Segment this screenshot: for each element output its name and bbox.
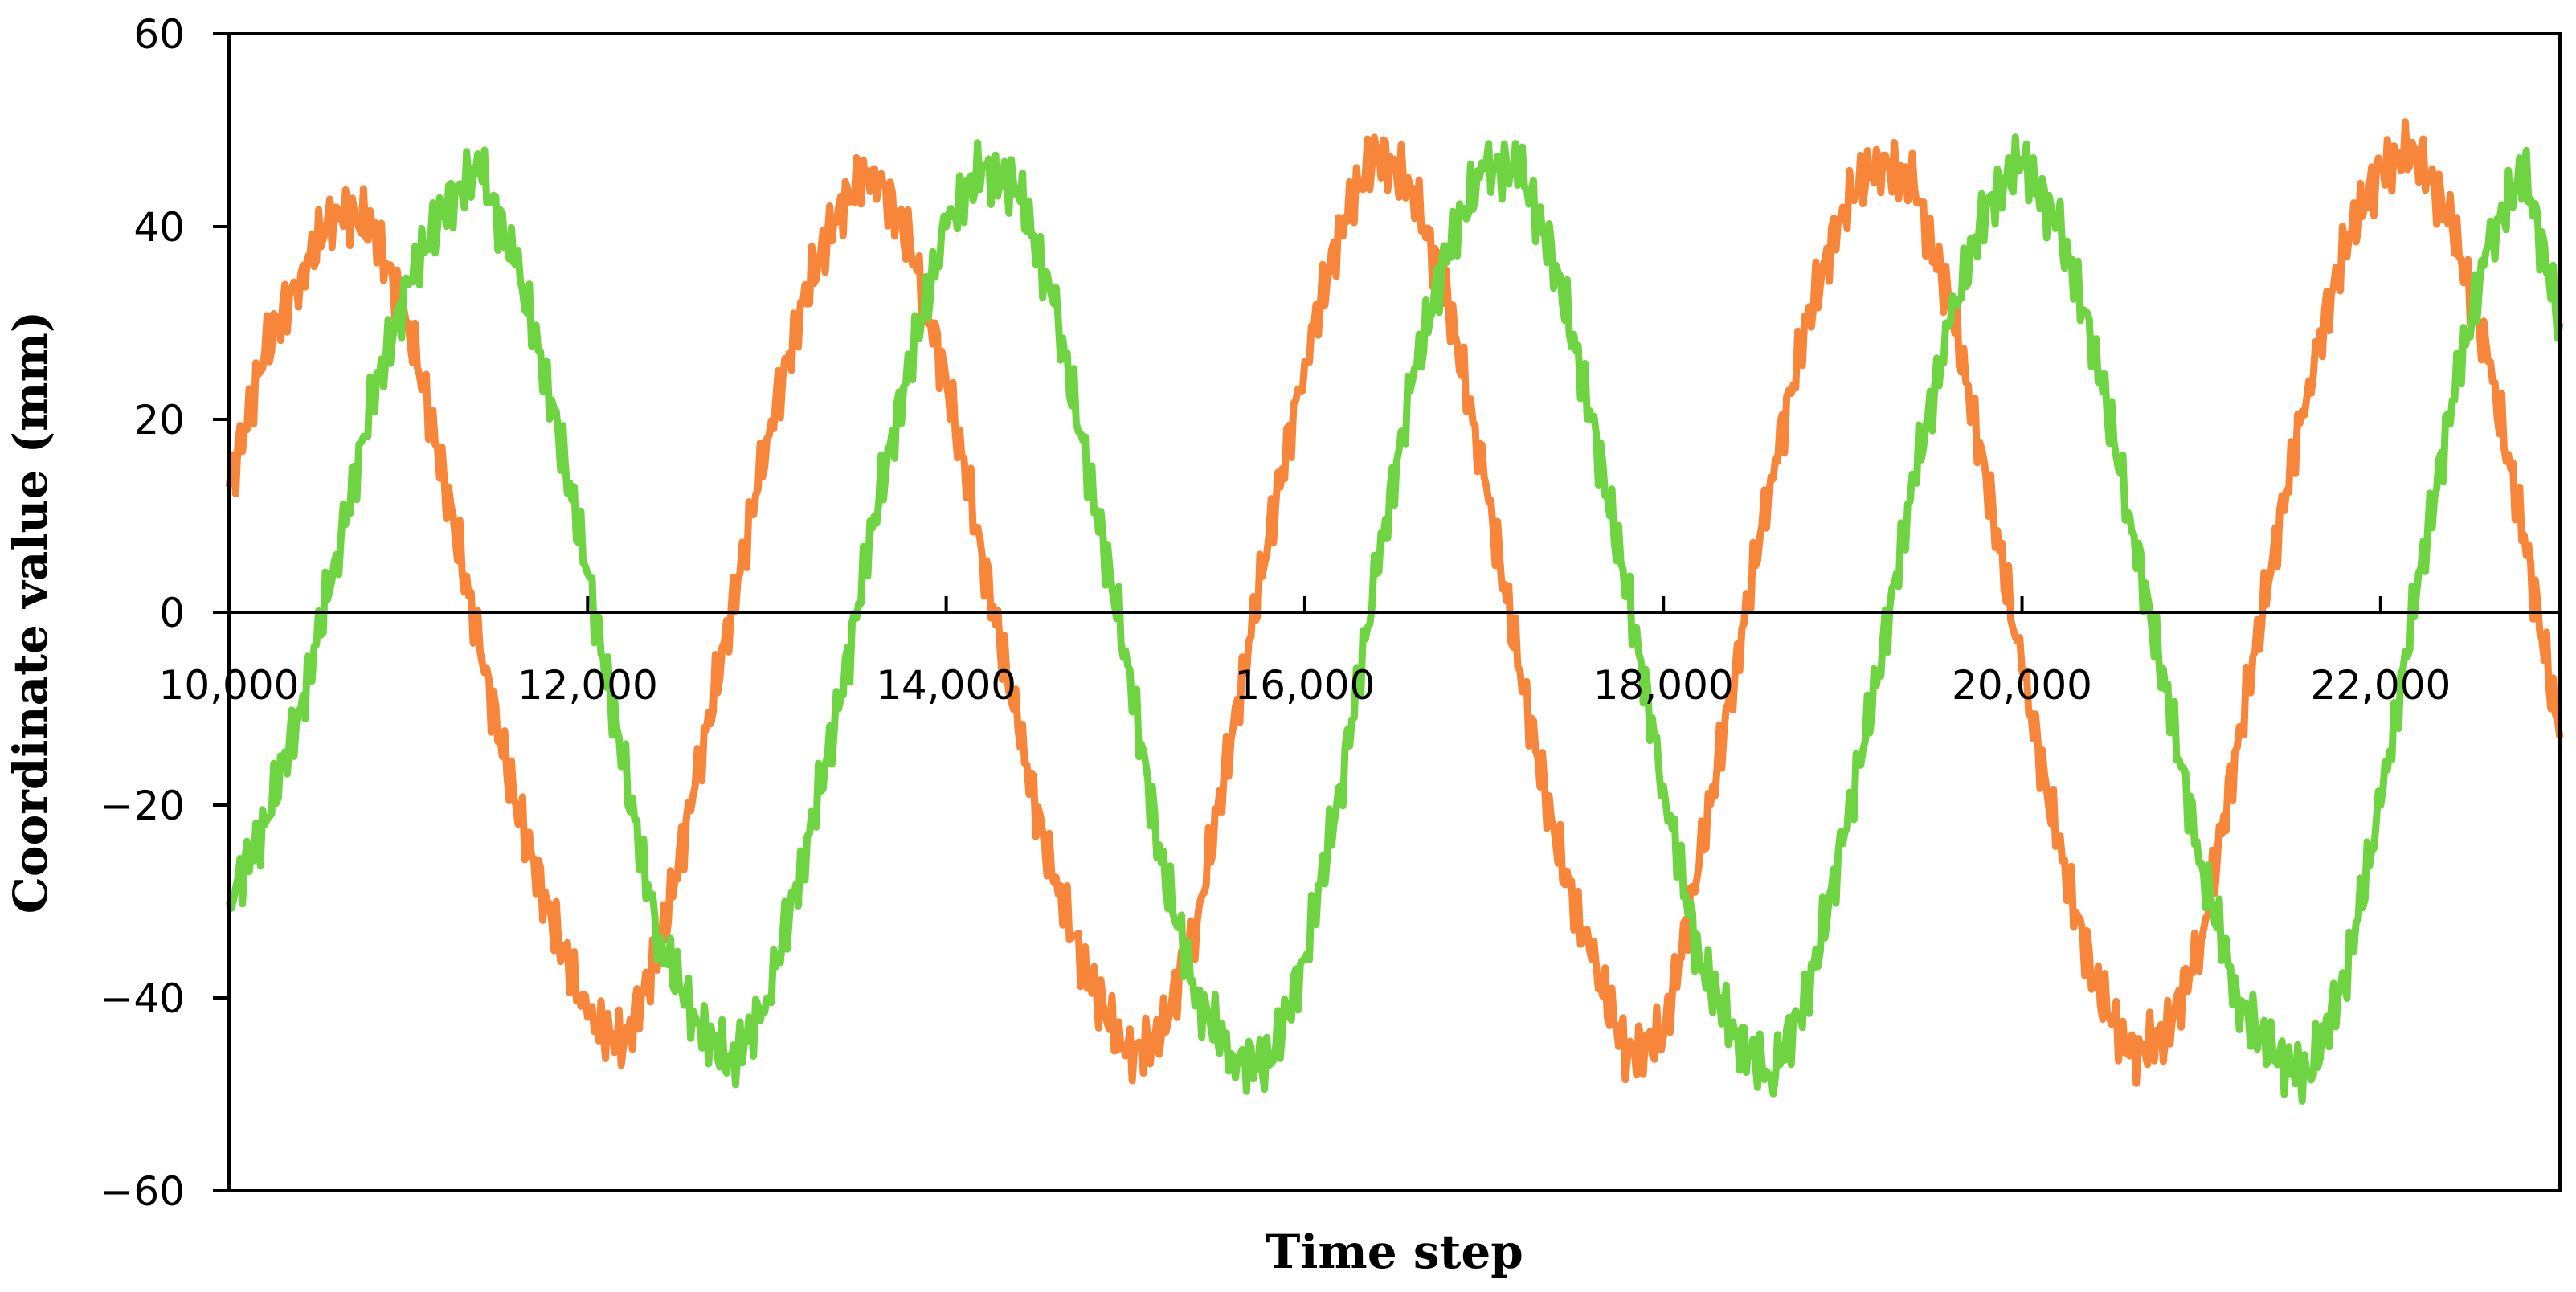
x-tick-label: 14,000 [876,662,1016,709]
y-tick-label: 60 [133,11,185,58]
y-axis-ticks: −60 −40 −20 0 20 40 60 [100,11,229,1215]
y-tick-label: 0 [159,590,185,636]
x-tick-label: 12,000 [517,662,658,709]
y-axis-title: Coordinate value (mm) [3,311,58,914]
plot-area-frame [227,32,2562,1192]
series-1-line [225,118,2564,1087]
x-tick-label: 22,000 [2310,662,2451,709]
x-tick-label: 20,000 [1952,662,2092,709]
y-tick-label: 20 [133,397,185,444]
series-layer [225,118,2564,1105]
y-tick-label: −40 [100,975,185,1022]
x-axis-title: Time step [1266,1225,1523,1279]
x-tick-label: 18,000 [1593,662,1734,709]
y-tick-label: 40 [133,204,185,251]
y-tick-label: −20 [100,783,185,829]
x-tick-label: 16,000 [1234,662,1375,709]
y-tick-label: −60 [100,1168,185,1215]
series-2-line [225,133,2564,1105]
